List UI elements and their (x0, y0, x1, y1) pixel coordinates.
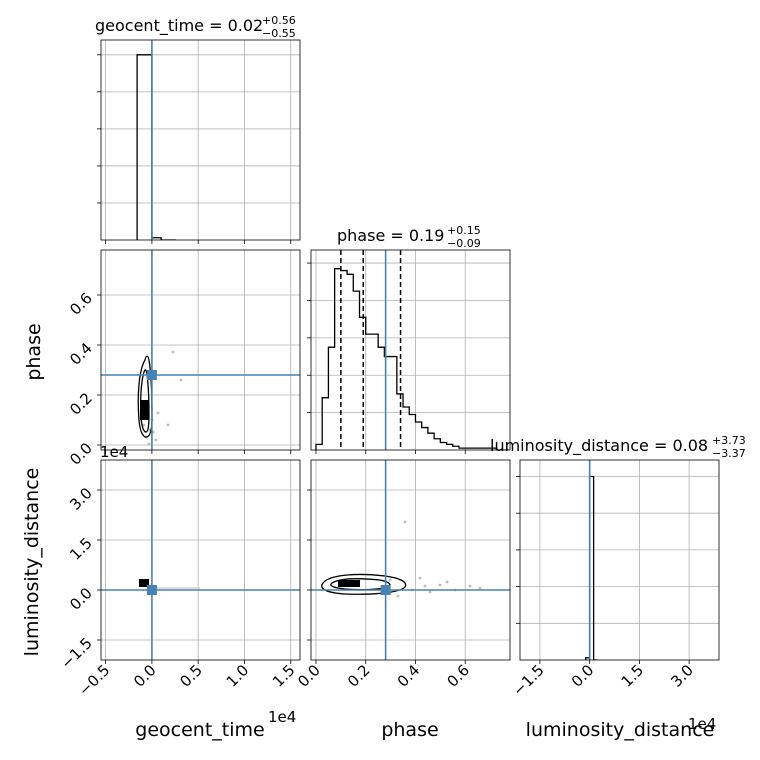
scatter-points (388, 520, 482, 598)
density-contours (137, 355, 153, 438)
title-main: luminosity_distance = 0.08 (490, 436, 708, 456)
x-tick-label: −0.5 (75, 661, 113, 699)
grid-layer (101, 40, 300, 240)
panel-luminosity-distance-vs-geocent-time (97, 459, 301, 664)
title-lower: −3.37 (712, 447, 746, 460)
truth-marker (380, 585, 391, 595)
density-contours (321, 573, 407, 595)
svg-text:geocent_time = 0.02: geocent_time = 0.02 (95, 16, 263, 36)
x-tick-label: 0.2 (344, 661, 374, 691)
x-tick-label: 3.0 (667, 661, 697, 691)
x-tick-label: 0.0 (568, 661, 598, 691)
y-tick-label: −1.5 (57, 634, 95, 672)
title-main: phase = 0.19 (337, 226, 444, 245)
title-main: geocent_time = 0.02 (95, 16, 263, 36)
x-tick-label: 1.0 (223, 661, 253, 691)
scatter-points (139, 350, 183, 446)
density-core (139, 579, 149, 587)
x-tick-label: −1.5 (509, 661, 547, 699)
y-tick-label: 1.5 (66, 534, 96, 564)
x-exponent-label-geocent: 1e4 (268, 708, 296, 726)
panel-phase-hist (307, 249, 511, 454)
x-tick-label: 0.5 (176, 661, 206, 691)
x-tick-label: 0.0 (294, 661, 324, 691)
truth-marker (146, 585, 157, 595)
x-tick-label: 0.0 (130, 661, 160, 691)
panel-luminosity-distance-hist (516, 459, 720, 664)
y-tick-label: 0.0 (66, 439, 96, 469)
x-tick-label: 0.4 (394, 661, 424, 691)
title-luminosity-distance: luminosity_distance = 0.08 +3.73 −3.37 (490, 434, 746, 460)
truth-marker (146, 370, 157, 380)
y-tick-label: 0.0 (66, 584, 96, 614)
title-upper: +0.15 (447, 224, 481, 237)
title-upper: +0.56 (262, 14, 296, 27)
y-tick-label: 3.0 (66, 484, 96, 514)
title-geocent-time: geocent_time = 0.02 +0.56 −0.55 (95, 14, 296, 40)
y-tick-label: 0.4 (66, 339, 96, 369)
histogram-step (585, 475, 599, 660)
x-axis-label-phase: phase (381, 719, 438, 741)
title-phase: phase = 0.19 +0.15 −0.09 (337, 224, 481, 250)
title-lower: −0.09 (447, 237, 481, 250)
x-tick-label: 1.5 (618, 661, 648, 691)
x-tick-label: 1.5 (269, 661, 299, 691)
x-tick-label: 0.6 (443, 661, 473, 691)
x-axis-label-luminosity-distance: luminosity_distance (526, 719, 715, 741)
y-exponent-label: 1e4 (100, 443, 128, 461)
histogram-step (136, 54, 176, 240)
panel-luminosity-distance-vs-phase (307, 459, 511, 664)
x-exponent-label-luminosity: 1e4 (688, 715, 716, 733)
panel-phase-vs-geocent-time (97, 249, 301, 454)
y-tick-label: 0.6 (66, 289, 96, 319)
title-upper: +3.73 (712, 434, 746, 447)
data-layer (136, 40, 176, 240)
x-axis-label-geocent-time: geocent_time (135, 719, 264, 741)
y-axis-label-luminosity-distance: luminosity_distance (21, 468, 43, 657)
tick-labels: −0.5 0.0 0.5 1.0 1.50.0 0.2 0.4 0.6 −1.5 0.0 1.5 3.… (57, 289, 697, 699)
histogram-step (315, 268, 509, 450)
title-lower: −0.55 (262, 27, 296, 40)
y-axis-label-phase: phase (23, 323, 45, 380)
panel-geocent-time-hist (97, 39, 301, 244)
y-tick-label: 0.2 (66, 389, 96, 419)
panel-frame (100, 39, 301, 241)
